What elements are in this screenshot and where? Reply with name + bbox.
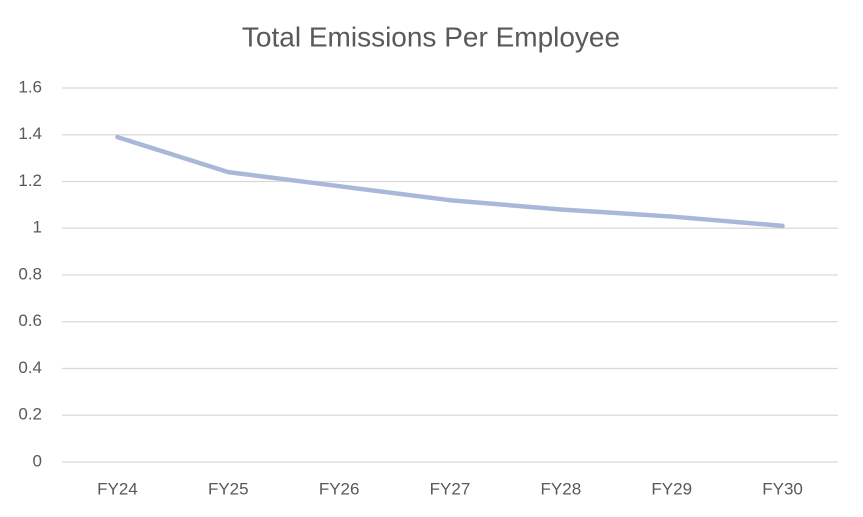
y-tick-label: 0.4 bbox=[18, 358, 42, 377]
y-tick-label: 1.4 bbox=[18, 124, 42, 143]
data-line bbox=[115, 134, 785, 229]
x-tick-label: FY29 bbox=[651, 479, 692, 498]
y-tick-label: 0 bbox=[33, 451, 42, 470]
y-tick-label: 0.2 bbox=[18, 405, 42, 424]
y-tick-label: 1 bbox=[33, 218, 42, 237]
x-tick-label: FY24 bbox=[97, 479, 138, 498]
x-tick-label: FY26 bbox=[319, 479, 360, 498]
chart-title: Total Emissions Per Employee bbox=[242, 21, 620, 52]
y-tick-label: 0.6 bbox=[18, 311, 42, 330]
x-tick-label: FY25 bbox=[208, 479, 249, 498]
x-tick-label: FY30 bbox=[762, 479, 803, 498]
y-tick-label: 1.2 bbox=[18, 171, 42, 190]
y-tick-label: 1.6 bbox=[18, 77, 42, 96]
x-tick-label: FY28 bbox=[541, 479, 582, 498]
x-tick-label: FY27 bbox=[430, 479, 471, 498]
y-tick-label: 0.8 bbox=[18, 264, 42, 283]
